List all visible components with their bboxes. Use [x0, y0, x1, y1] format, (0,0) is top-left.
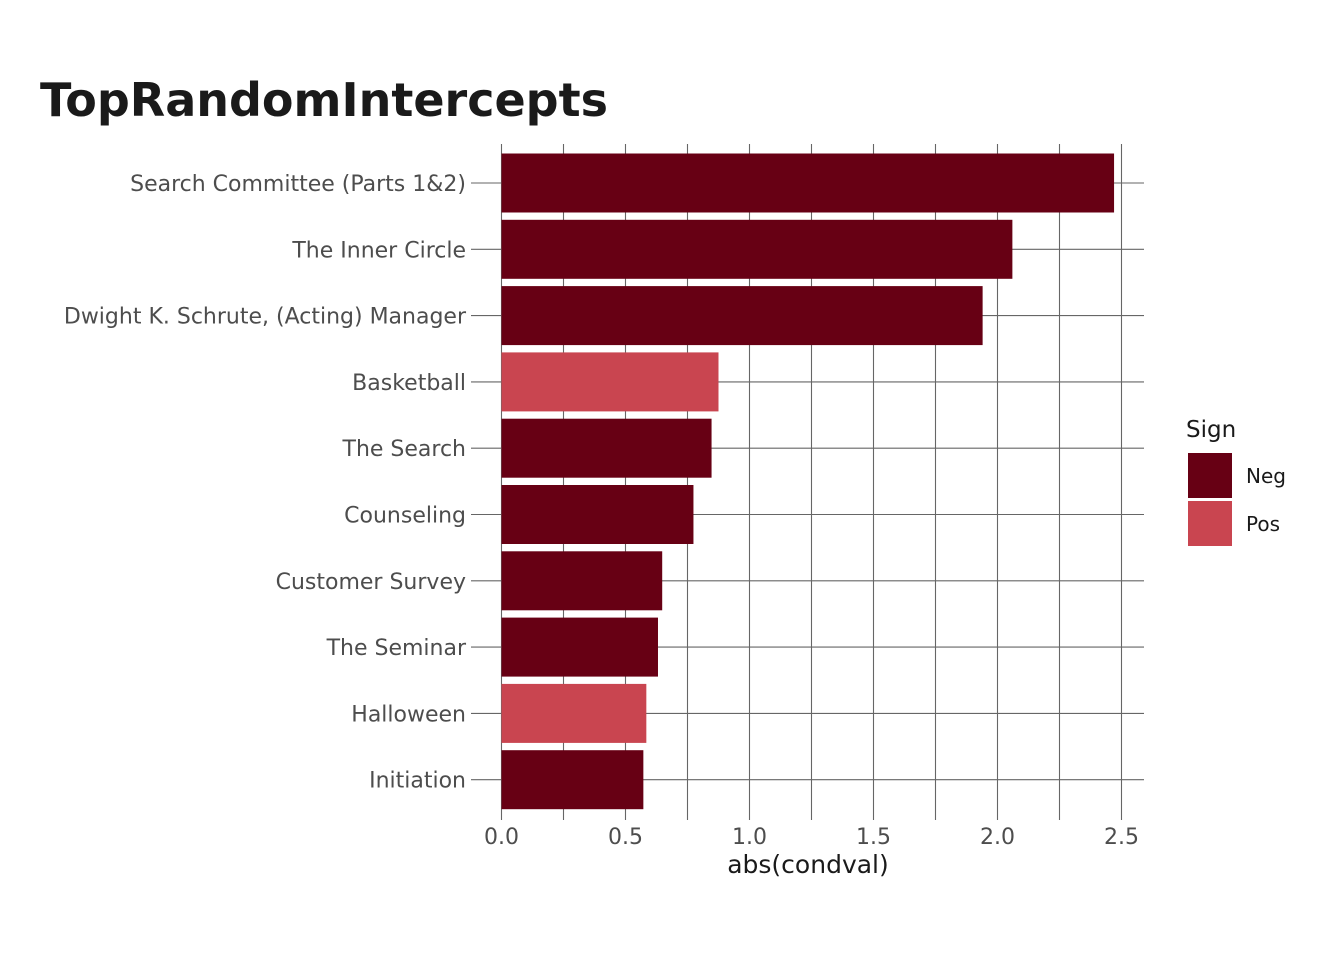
legend-title: Sign [1186, 417, 1236, 443]
chart-title: TopRandomIntercepts [40, 73, 608, 127]
x-tick-labels: 0.0 0.5 1.0 1.5 2.0 2.5 [484, 825, 1139, 850]
bar [501, 219, 1013, 279]
x-tick-label: 1.0 [732, 825, 767, 850]
y-tick-label: Halloween [351, 702, 466, 727]
x-tick-label: 0.0 [484, 825, 519, 850]
y-tick-label: Dwight K. Schrute, (Acting) Manager [64, 305, 467, 330]
y-tick-label: Customer Survey [276, 570, 466, 595]
x-tick-label: 2.5 [1104, 825, 1139, 850]
legend-entries: Neg Pos [1188, 453, 1286, 546]
legend-swatch [1188, 501, 1232, 546]
y-tick-label: Counseling [344, 504, 466, 529]
legend-label: Pos [1246, 512, 1280, 536]
y-tick-label: Basketball [352, 371, 466, 396]
y-tick-label: Initiation [369, 769, 466, 794]
x-tick-label: 1.5 [856, 825, 891, 850]
x-tick-label: 2.0 [980, 825, 1015, 850]
y-tick-label: The Seminar [326, 636, 467, 661]
y-tick-label: The Inner Circle [291, 238, 466, 263]
x-tick-label: 0.5 [608, 825, 643, 850]
x-axis-label: abs(condval) [727, 850, 889, 879]
bar [501, 286, 983, 346]
legend-label: Neg [1246, 464, 1286, 488]
y-tick-label: Search Committee (Parts 1&2) [130, 172, 466, 197]
bar [501, 750, 644, 810]
bar [501, 485, 694, 544]
legend-swatch [1188, 453, 1232, 498]
y-tick-labels: Search Committee (Parts 1&2) The Inner Ci… [64, 172, 467, 794]
y-tick-label: The Search [342, 437, 467, 462]
bar [501, 683, 647, 743]
bar [501, 418, 712, 478]
bar [501, 153, 1115, 213]
legend: Sign Neg Pos [1186, 417, 1286, 546]
bar [501, 551, 663, 611]
bar-layer [501, 153, 1115, 810]
bar [501, 352, 719, 412]
bar [501, 617, 658, 677]
